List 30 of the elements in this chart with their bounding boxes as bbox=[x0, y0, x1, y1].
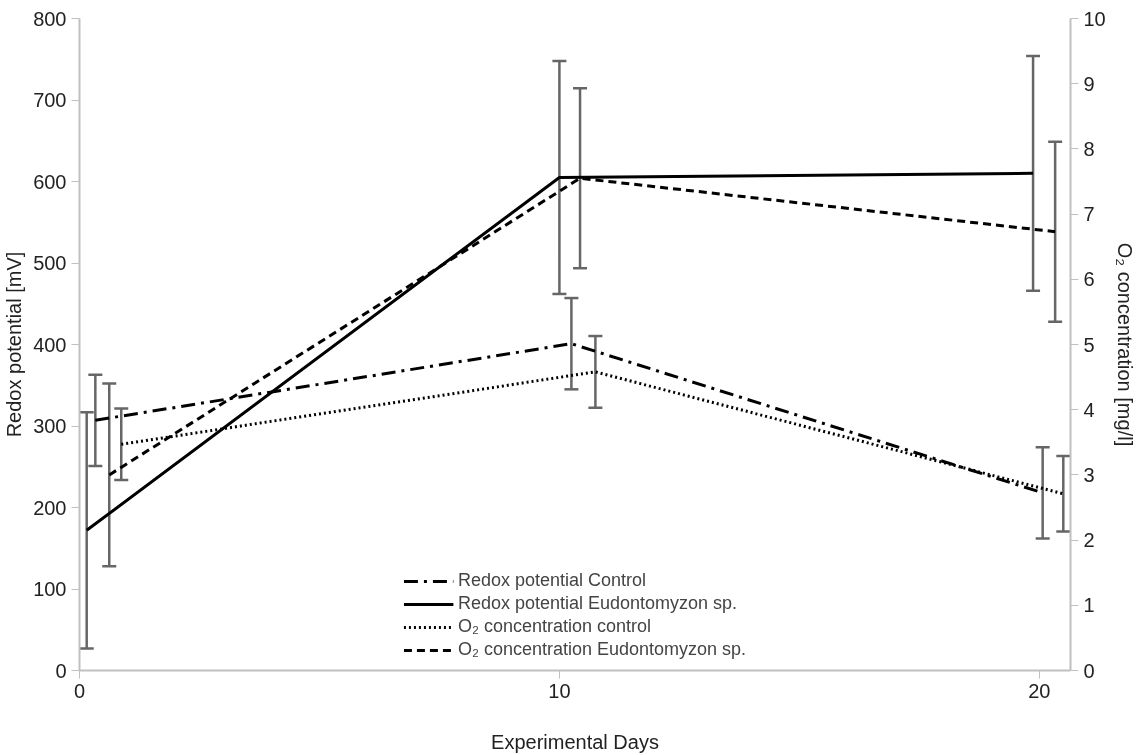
y2-tick-label: 1 bbox=[1083, 594, 1095, 617]
y-tick-label: 300 bbox=[33, 415, 67, 437]
y-axis-title: Redox potential [mV] bbox=[3, 251, 26, 438]
y2-tick-label: 9 bbox=[1083, 72, 1095, 95]
y2-tick-label: 2 bbox=[1083, 529, 1095, 552]
legend-label: O₂ concentration Eudontomyzon sp. bbox=[457, 639, 747, 660]
y2-tick-label: 5 bbox=[1083, 333, 1095, 356]
y-tick-label: 200 bbox=[33, 496, 67, 519]
y2-tick-label: 4 bbox=[1083, 398, 1095, 421]
y-tick-label: 500 bbox=[33, 252, 67, 274]
y-tick-label: 600 bbox=[33, 170, 67, 193]
x-tick-label: 10 bbox=[548, 679, 571, 702]
y2-tick-label: 7 bbox=[1083, 203, 1095, 226]
x-tick-label: 20 bbox=[1028, 679, 1051, 702]
x-axis-title: Experimental Days bbox=[491, 730, 659, 753]
y2-tick-label: 0 bbox=[1083, 659, 1095, 682]
y2-tick-label: 10 bbox=[1083, 7, 1106, 30]
y-tick-label: 700 bbox=[33, 89, 67, 111]
legend-label: Redox potential Control bbox=[457, 570, 647, 591]
y2-tick-label: 3 bbox=[1083, 463, 1095, 486]
y-tick-label: 800 bbox=[33, 7, 67, 30]
y2-axis-title: O₂ concentration [mg/l] bbox=[1113, 242, 1136, 447]
y-tick-label: 100 bbox=[33, 578, 67, 600]
y-tick-label: 0 bbox=[55, 659, 67, 682]
y2-tick-label: 6 bbox=[1083, 268, 1095, 291]
x-tick-label: 0 bbox=[73, 679, 86, 702]
y-tick-label: 400 bbox=[33, 333, 67, 356]
legend-label: Redox potential Eudontomyzon sp. bbox=[457, 593, 738, 614]
legend-label: O₂ concentration control bbox=[457, 616, 652, 637]
y2-tick-label: 8 bbox=[1083, 137, 1095, 160]
